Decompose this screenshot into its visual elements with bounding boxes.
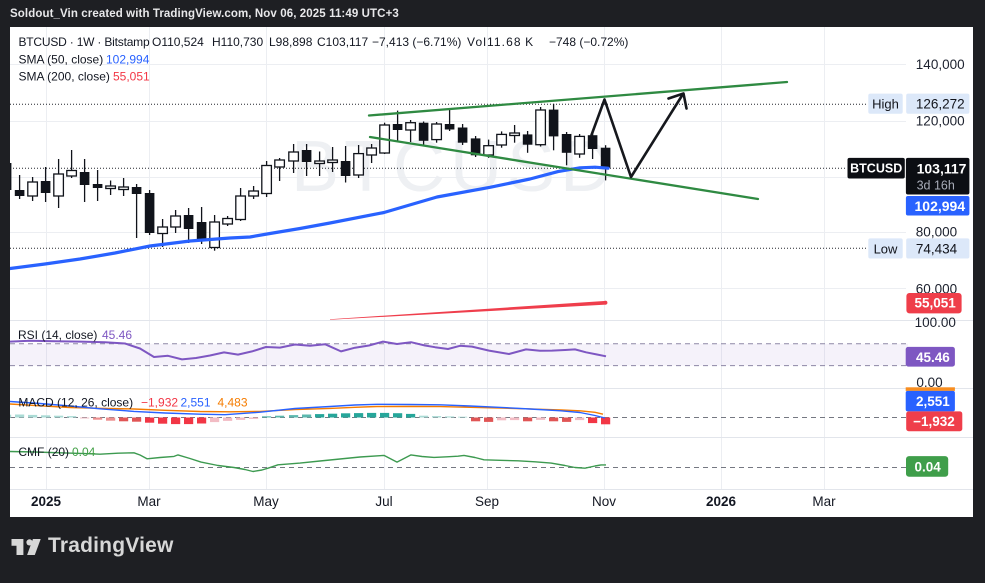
svg-text:CMF (20): CMF (20) [18,445,69,459]
svg-text:45.46: 45.46 [102,328,132,342]
svg-text:MACD (12, 26, close): MACD (12, 26, close) [18,396,133,410]
svg-text:2,551: 2,551 [181,396,211,410]
svg-text:May: May [253,494,279,509]
svg-text:C103,117: C103,117 [317,35,368,49]
svg-text:Nov: Nov [592,494,616,509]
svg-text:2,551: 2,551 [916,394,950,409]
svg-text:0.00: 0.00 [916,375,942,390]
svg-text:126,272: 126,272 [916,97,965,112]
svg-text:Mar: Mar [137,494,161,509]
svg-text:74,434: 74,434 [916,242,958,257]
svg-text:102,994: 102,994 [915,198,966,214]
svg-text:Low: Low [874,241,898,256]
svg-text:120,000: 120,000 [916,114,965,129]
svg-text:Jul: Jul [375,494,392,509]
svg-text:O110,524: O110,524 [152,35,204,49]
svg-text:80,000: 80,000 [916,224,957,239]
svg-text:102,994: 102,994 [106,53,150,67]
svg-text:BTCUSD: BTCUSD [850,162,902,176]
svg-text:H110,730: H110,730 [212,35,263,49]
svg-text:Vol11.68 K: Vol11.68 K [467,35,534,49]
svg-text:RSI (14, close): RSI (14, close) [18,328,97,342]
svg-text:−7,413 (−6.71%): −7,413 (−6.71%) [372,35,461,49]
svg-text:55,051: 55,051 [113,70,150,84]
svg-text:−1,932: −1,932 [141,396,178,410]
svg-text:2026: 2026 [706,494,737,509]
svg-text:−1,932: −1,932 [913,414,955,429]
svg-text:0.04: 0.04 [915,460,942,475]
svg-text:45.46: 45.46 [916,350,950,365]
svg-text:103,117: 103,117 [917,160,967,176]
svg-text:Mar: Mar [812,494,836,509]
svg-text:SMA (50, close): SMA (50, close) [19,53,104,67]
svg-text:SMA (200, close): SMA (200, close) [19,70,110,84]
svg-text:55,051: 55,051 [915,296,957,311]
svg-text:Sep: Sep [475,494,499,509]
svg-text:3d 16h: 3d 16h [917,179,955,193]
svg-text:High: High [872,97,899,112]
svg-text:0.04: 0.04 [72,445,96,459]
svg-text:100.00: 100.00 [915,315,956,330]
svg-text:L98,898: L98,898 [269,35,313,49]
svg-text:4,483: 4,483 [218,396,248,410]
svg-text:BTCUSD · 1W · Bitstamp: BTCUSD · 1W · Bitstamp [19,35,150,49]
svg-text:−748 (−0.72%): −748 (−0.72%) [549,35,628,49]
svg-text:60,000: 60,000 [916,281,957,296]
svg-text:140,000: 140,000 [916,57,965,72]
svg-text:2025: 2025 [31,494,62,509]
